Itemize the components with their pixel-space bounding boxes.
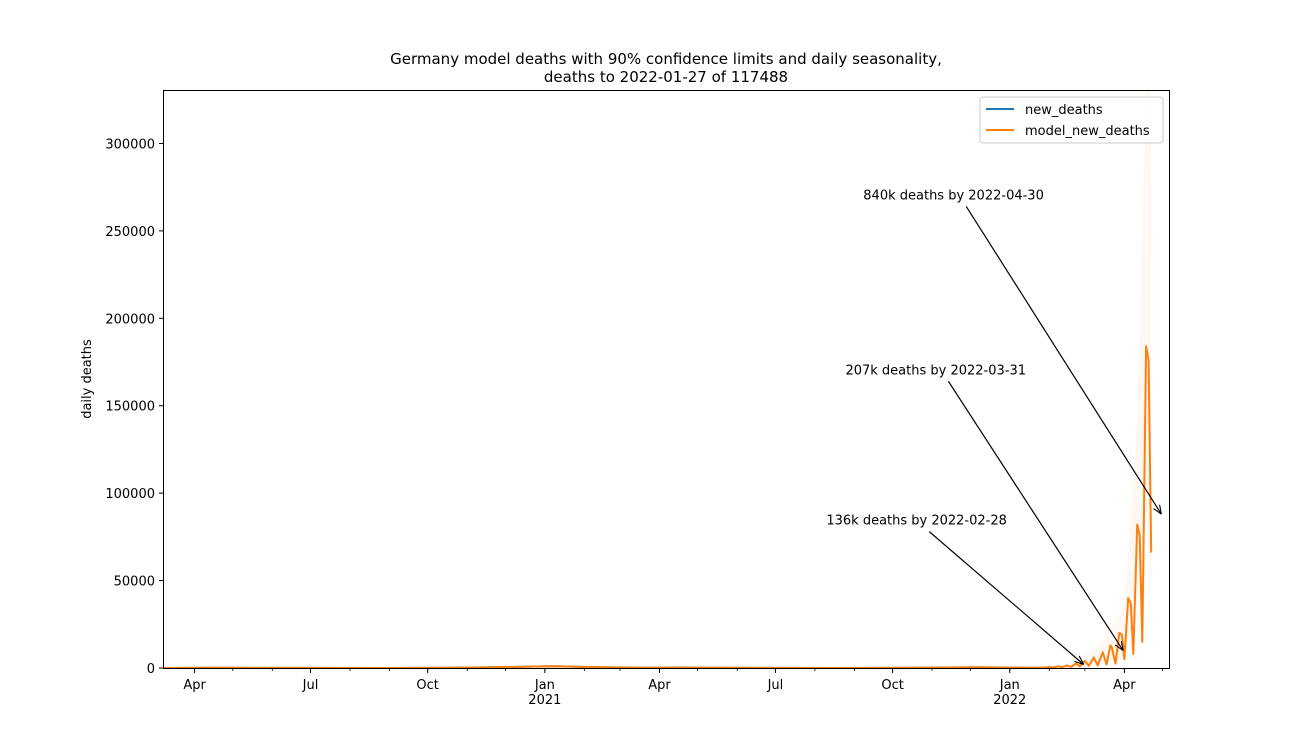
x-tick-label-3: Jan: [534, 678, 555, 693]
series-layer: [163, 345, 1153, 669]
y-tick-label-0: 0: [147, 662, 155, 677]
y-axis: 0 50000 100000 150000 200000 250000 300000: [105, 137, 164, 677]
y-tick-label-4: 200000: [105, 312, 155, 327]
y-tick-label-6: 300000: [105, 137, 155, 152]
y-tick-label-2: 100000: [105, 487, 155, 502]
x-tick-label-7: Jan: [999, 678, 1020, 693]
legend: new_deaths model_new_deaths: [979, 96, 1164, 144]
annotation-arrow-0: [928, 531, 1083, 665]
x-tick-label-4: Apr: [648, 678, 671, 693]
legend-label-new-deaths: new_deaths: [1025, 103, 1103, 118]
x-tick-label-0: Apr: [183, 678, 206, 693]
y-tick-label-3: 150000: [105, 400, 155, 415]
x-tick-label-6: Oct: [881, 678, 903, 693]
plot-frame: [163, 90, 1170, 669]
x-tick-year-7: 2022: [993, 693, 1026, 708]
confidence-band: [1067, 91, 1152, 667]
y-tick-label-5: 250000: [105, 225, 155, 240]
annotation-text-2: 840k deaths by 2022-04-30: [863, 188, 1044, 203]
annotation-arrow-1: [947, 380, 1123, 650]
y-axis-label: daily deaths: [80, 339, 95, 419]
chart-title-line1: Germany model deaths with 90% confidence…: [390, 50, 942, 68]
annotation-text-1: 207k deaths by 2022-03-31: [845, 363, 1026, 378]
x-tick-label-5: Jul: [767, 678, 784, 693]
legend-label-model-new-deaths: model_new_deaths: [1025, 124, 1150, 139]
annotation-layer: 136k deaths by 2022-02-28 207k deaths by …: [826, 188, 1161, 664]
y-tick-label-1: 50000: [114, 575, 155, 590]
x-tick-label-2: Oct: [416, 678, 438, 693]
x-tick-label-8: Apr: [1113, 678, 1136, 693]
chart-title-line2: deaths to 2022-01-27 of 117488: [544, 68, 788, 86]
legend-box: [979, 96, 1164, 144]
annotation-text-0: 136k deaths by 2022-02-28: [826, 514, 1007, 529]
confidence-band-layer: [1067, 91, 1152, 667]
series-line-model-new-deaths: [163, 345, 1153, 669]
annotation-arrow-2: [965, 206, 1161, 514]
x-tick-label-1: Jul: [302, 678, 319, 693]
x-tick-year-3: 2021: [528, 693, 561, 708]
